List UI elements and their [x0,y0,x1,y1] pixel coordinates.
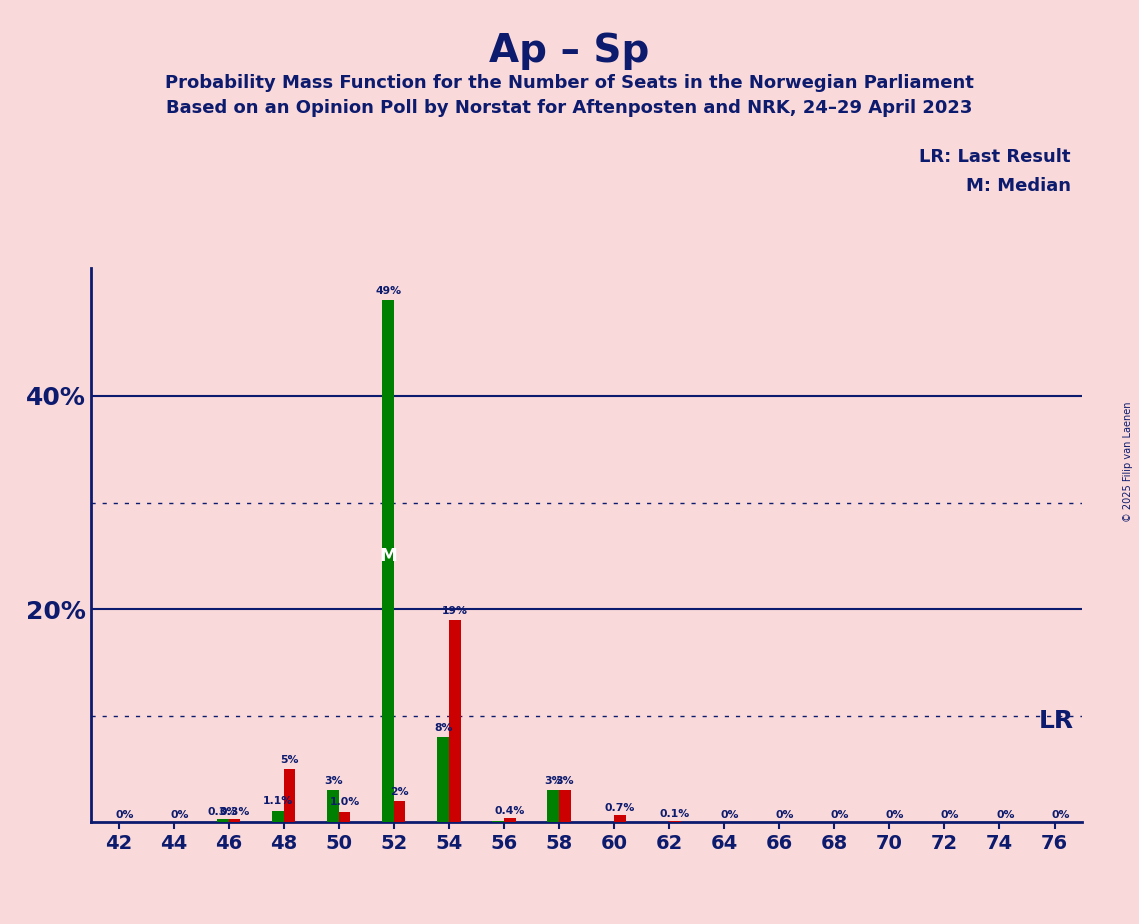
Bar [559,790,571,822]
Bar [394,801,405,822]
Text: LR: Last Result: LR: Last Result [919,148,1071,165]
Text: 0%: 0% [941,810,959,821]
Bar [437,737,449,822]
Text: 3%: 3% [544,776,563,786]
Text: 2%: 2% [391,786,409,796]
Bar [339,811,351,822]
Text: 0%: 0% [995,810,1015,821]
Bar [272,810,284,822]
Text: 0%: 0% [1051,810,1070,821]
Text: M: M [379,547,398,565]
Text: 5%: 5% [280,755,298,765]
Text: 0.3%: 0.3% [207,807,238,817]
Bar [218,820,229,822]
Text: 3%: 3% [556,776,574,786]
Text: M: Median: M: Median [966,177,1071,195]
Text: 0%: 0% [170,810,189,821]
Text: 49%: 49% [375,286,401,296]
Bar [383,300,394,822]
Text: 19%: 19% [442,605,468,615]
Bar [503,818,516,822]
Text: 1.1%: 1.1% [263,796,293,807]
Text: Ap – Sp: Ap – Sp [490,32,649,70]
Text: 0%: 0% [115,810,133,821]
Text: 1.0%: 1.0% [329,797,360,808]
Bar [229,820,240,822]
Text: Probability Mass Function for the Number of Seats in the Norwegian Parliament: Probability Mass Function for the Number… [165,74,974,91]
Text: 0%: 0% [776,810,794,821]
Text: 0.7%: 0.7% [605,803,636,813]
Bar [669,821,681,822]
Bar [492,821,503,822]
Text: LR: LR [1039,709,1074,733]
Text: 3%: 3% [323,776,343,786]
Text: 0.3%: 0.3% [220,807,249,817]
Bar [548,790,559,822]
Text: 0.4%: 0.4% [494,806,525,816]
Text: 0%: 0% [830,810,850,821]
Bar [284,769,295,822]
Bar [614,815,625,822]
Bar [449,620,460,822]
Text: 0.1%: 0.1% [659,809,690,820]
Text: © 2025 Filip van Laenen: © 2025 Filip van Laenen [1123,402,1132,522]
Bar [327,790,339,822]
Text: 0%: 0% [721,810,739,821]
Text: 8%: 8% [434,723,452,733]
Text: Based on an Opinion Poll by Norstat for Aftenposten and NRK, 24–29 April 2023: Based on an Opinion Poll by Norstat for … [166,99,973,116]
Text: 0%: 0% [886,810,904,821]
